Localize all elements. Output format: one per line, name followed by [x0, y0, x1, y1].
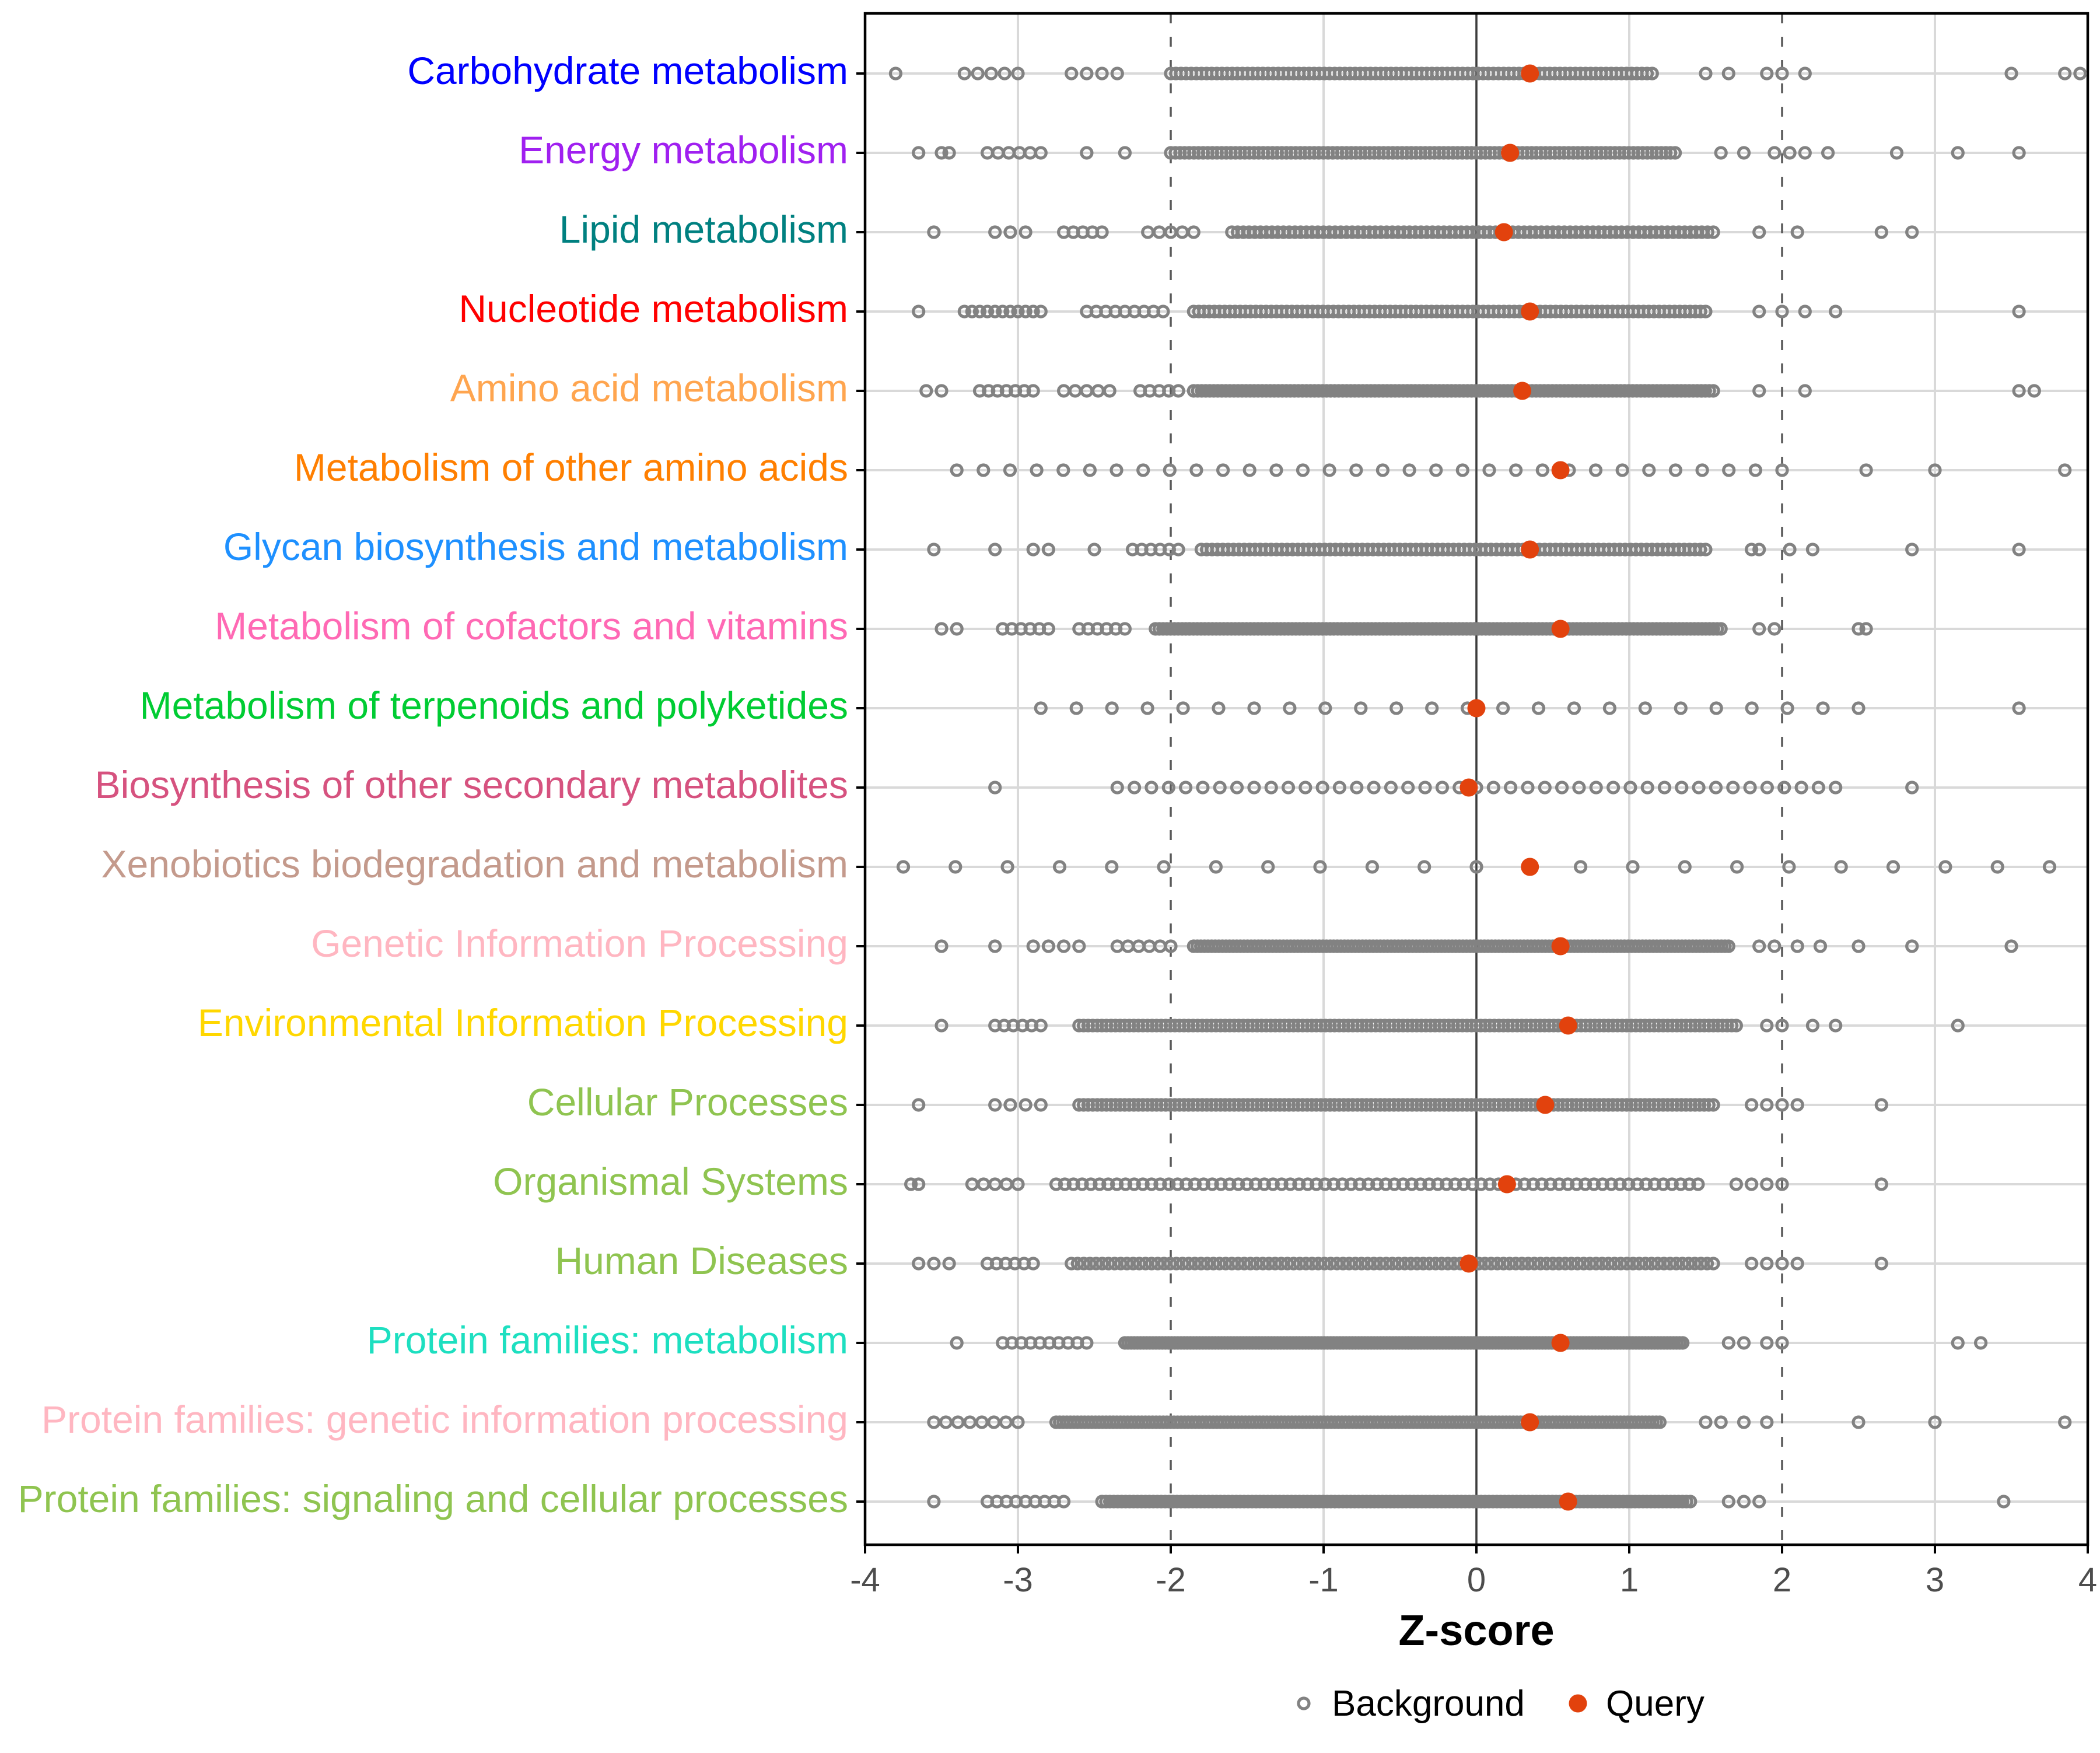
svg-text:Query: Query [1606, 1684, 1704, 1724]
svg-text:Z-score: Z-score [1398, 1606, 1554, 1654]
svg-text:-1: -1 [1308, 1561, 1339, 1599]
svg-text:0: 0 [1467, 1561, 1486, 1599]
svg-text:1: 1 [1620, 1561, 1639, 1599]
svg-text:Carbohydrate metabolism: Carbohydrate metabolism [407, 49, 848, 92]
svg-text:3: 3 [1926, 1561, 1944, 1599]
svg-text:Environmental Information Proc: Environmental Information Processing [198, 1001, 848, 1044]
svg-text:Xenobiotics biodegradation and: Xenobiotics biodegradation and metabolis… [102, 842, 849, 886]
svg-text:Organismal Systems: Organismal Systems [493, 1160, 848, 1203]
svg-text:Lipid metabolism: Lipid metabolism [559, 208, 848, 251]
svg-text:Protein families: genetic info: Protein families: genetic information pr… [41, 1398, 848, 1441]
svg-text:-4: -4 [850, 1561, 880, 1599]
svg-text:Metabolism of terpenoids and p: Metabolism of terpenoids and polyketides [140, 684, 848, 727]
svg-text:-2: -2 [1156, 1561, 1186, 1599]
svg-text:Nucleotide metabolism: Nucleotide metabolism [459, 287, 848, 330]
svg-text:Metabolism of cofactors and vi: Metabolism of cofactors and vitamins [215, 604, 848, 648]
svg-text:2: 2 [1773, 1561, 1791, 1599]
svg-text:Cellular Processes: Cellular Processes [527, 1080, 848, 1124]
svg-text:Background: Background [1332, 1684, 1525, 1724]
svg-text:Human Diseases: Human Diseases [555, 1239, 848, 1282]
svg-text:Metabolism of other amino acid: Metabolism of other amino acids [294, 446, 848, 489]
svg-text:Biosynthesis of other secondar: Biosynthesis of other secondary metaboli… [95, 763, 848, 806]
svg-text:Protein families: metabolism: Protein families: metabolism [367, 1318, 848, 1362]
svg-text:-3: -3 [1003, 1561, 1033, 1599]
svg-text:Amino acid metabolism: Amino acid metabolism [450, 366, 848, 410]
svg-text:Genetic Information Processing: Genetic Information Processing [311, 922, 848, 965]
svg-text:Energy metabolism: Energy metabolism [519, 128, 848, 172]
svg-text:4: 4 [2078, 1561, 2097, 1599]
svg-text:Glycan biosynthesis and metabo: Glycan biosynthesis and metabolism [223, 525, 848, 568]
svg-text:Protein families: signaling an: Protein families: signaling and cellular… [18, 1477, 848, 1520]
